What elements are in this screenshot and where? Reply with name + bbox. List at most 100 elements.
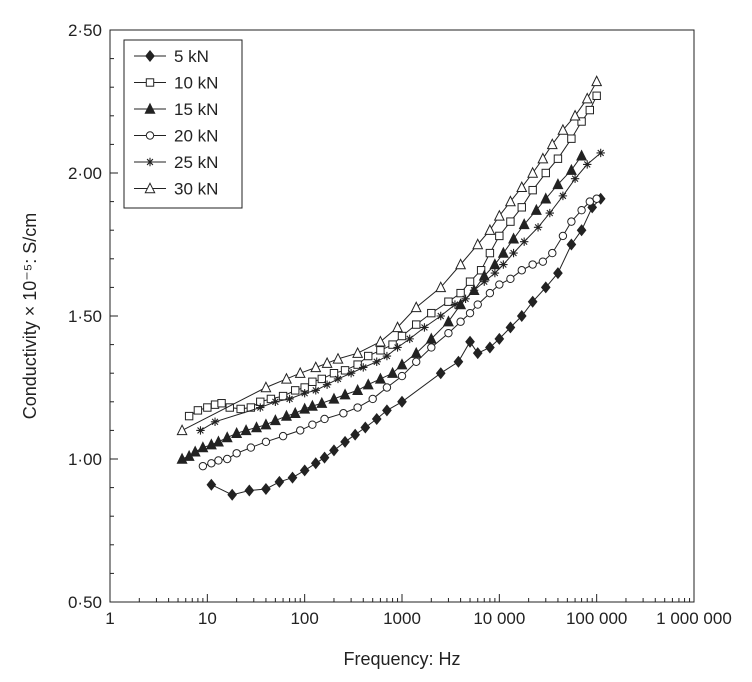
legend: 5 kN 10 kN 15 kN 20 kN 25 kN 30 kN	[123, 39, 243, 209]
data-point	[450, 300, 460, 309]
x-tick-label: 1 000 000	[656, 609, 732, 628]
legend-marker	[145, 50, 155, 62]
y-tick-label: 1·50	[68, 307, 102, 326]
data-point	[480, 277, 489, 286]
legend-label: 20 kN	[174, 127, 218, 146]
series-15-kn	[176, 149, 588, 464]
data-point	[353, 403, 362, 412]
data-point	[527, 295, 538, 308]
data-point	[300, 389, 309, 398]
data-point	[558, 191, 568, 201]
data-point	[310, 457, 321, 470]
data-point	[236, 404, 245, 414]
series-line	[202, 198, 597, 467]
data-point	[340, 435, 350, 448]
data-point	[196, 426, 205, 435]
legend-entry: 20 kN	[134, 127, 218, 146]
data-point	[274, 475, 285, 488]
data-point	[246, 403, 256, 412]
series-30-kn	[176, 75, 603, 436]
data-point	[329, 444, 339, 457]
data-point	[517, 203, 526, 212]
data-point	[577, 205, 586, 215]
data-point	[193, 406, 203, 415]
data-point	[442, 315, 454, 327]
data-point	[189, 445, 201, 457]
data-point	[321, 356, 333, 368]
series-layer	[176, 75, 606, 501]
data-point	[376, 346, 385, 355]
data-point	[240, 424, 252, 436]
data-point	[566, 238, 577, 251]
legend-entry: 10 kN	[134, 74, 218, 93]
data-point	[484, 223, 496, 235]
data-point	[223, 454, 232, 464]
data-point	[176, 452, 188, 464]
data-point	[461, 294, 470, 304]
data-point	[261, 437, 271, 447]
data-point	[388, 340, 397, 349]
series-25-kn	[196, 148, 605, 435]
data-point	[197, 441, 209, 453]
data-point	[485, 341, 495, 354]
data-point	[310, 361, 322, 373]
data-point	[476, 266, 486, 275]
data-point	[456, 288, 465, 298]
data-point	[217, 399, 226, 408]
legend-entry: 5 kN	[134, 47, 209, 66]
data-point	[311, 386, 320, 395]
data-point	[362, 378, 374, 390]
data-point	[508, 232, 520, 244]
data-point	[296, 426, 305, 435]
data-point	[382, 404, 392, 417]
data-point	[317, 374, 327, 384]
series-20-kn	[198, 194, 601, 471]
data-point	[553, 267, 563, 280]
y-axis-title: Conductivity × 10⁻⁵: S/cm	[20, 213, 40, 420]
data-point	[176, 424, 188, 436]
data-point	[576, 149, 588, 161]
data-point	[558, 231, 568, 241]
data-point	[250, 421, 263, 433]
data-point	[472, 347, 483, 360]
y-tick-label: 2·00	[68, 164, 102, 183]
data-point	[227, 488, 238, 501]
data-point	[278, 431, 288, 441]
legend-marker	[145, 78, 155, 87]
x-tick-label: 100	[290, 609, 318, 628]
data-point	[397, 371, 407, 381]
data-point	[371, 412, 382, 425]
series-line	[181, 81, 598, 431]
data-point	[374, 335, 386, 347]
data-point	[465, 308, 475, 318]
data-point	[280, 372, 292, 384]
data-point	[221, 431, 233, 443]
series-10-kn	[184, 91, 601, 421]
y-tick-label: 1·00	[68, 450, 102, 469]
data-point	[427, 308, 436, 318]
data-point	[339, 409, 348, 418]
data-point	[570, 174, 580, 183]
data-point	[516, 180, 528, 192]
legend-entry: 30 kN	[134, 180, 218, 199]
data-point	[497, 246, 509, 258]
data-point	[244, 484, 255, 497]
legend-label: 5 kN	[174, 47, 209, 66]
data-point	[592, 194, 601, 203]
data-point	[516, 310, 527, 322]
data-point	[287, 471, 298, 484]
data-point	[576, 224, 587, 237]
x-tick-label: 1	[105, 609, 114, 628]
legend-marker	[144, 182, 156, 194]
data-point	[294, 366, 306, 378]
data-point	[308, 420, 317, 429]
data-point	[453, 355, 464, 368]
data-point	[319, 451, 330, 464]
data-point	[232, 449, 241, 458]
data-point	[565, 163, 577, 175]
data-point	[546, 138, 558, 150]
data-point	[489, 258, 501, 270]
y-tick-label: 2·50	[68, 21, 102, 40]
data-point	[339, 388, 351, 400]
data-point	[557, 123, 569, 135]
